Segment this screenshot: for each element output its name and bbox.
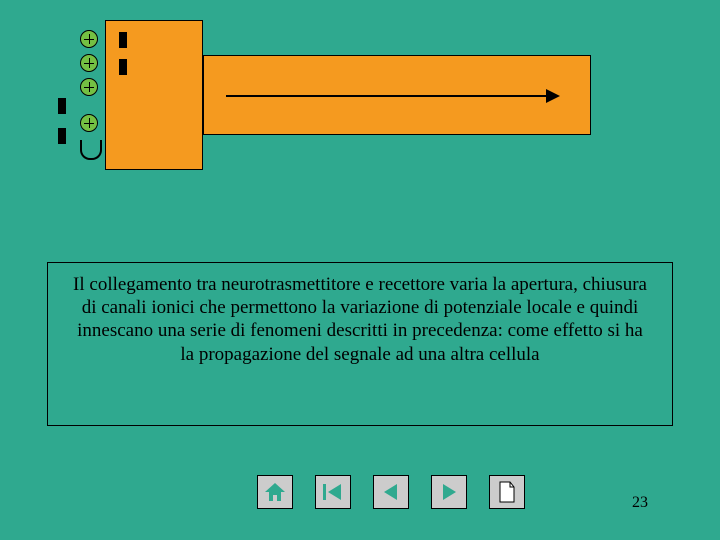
next-button[interactable] — [431, 475, 467, 509]
signal-arrow-head — [546, 89, 560, 103]
document-button[interactable] — [489, 475, 525, 509]
ion-3 — [80, 78, 98, 96]
channel-mark-2 — [119, 59, 127, 75]
channel-mark-1 — [119, 32, 127, 48]
page-number: 23 — [632, 494, 648, 512]
channel-mark-4 — [58, 128, 66, 144]
home-button[interactable] — [257, 475, 293, 509]
channel-mark-3 — [58, 98, 66, 114]
signal-arrow-line — [226, 95, 546, 97]
prev-icon — [379, 482, 403, 502]
nav-bar — [257, 475, 525, 509]
receptor-shape — [80, 140, 102, 160]
ion-4 — [80, 114, 98, 132]
explanation-text: Il collegamento tra neurotrasmettitore e… — [73, 274, 647, 365]
document-icon — [497, 480, 517, 504]
home-icon — [263, 481, 287, 503]
slide-canvas: Il collegamento tra neurotrasmettitore e… — [0, 0, 720, 540]
ion-2 — [80, 54, 98, 72]
first-button[interactable] — [315, 475, 351, 509]
ion-1 — [80, 30, 98, 48]
next-icon — [437, 482, 461, 502]
prev-button[interactable] — [373, 475, 409, 509]
explanation-textbox: Il collegamento tra neurotrasmettitore e… — [47, 262, 673, 426]
first-icon — [321, 482, 345, 502]
